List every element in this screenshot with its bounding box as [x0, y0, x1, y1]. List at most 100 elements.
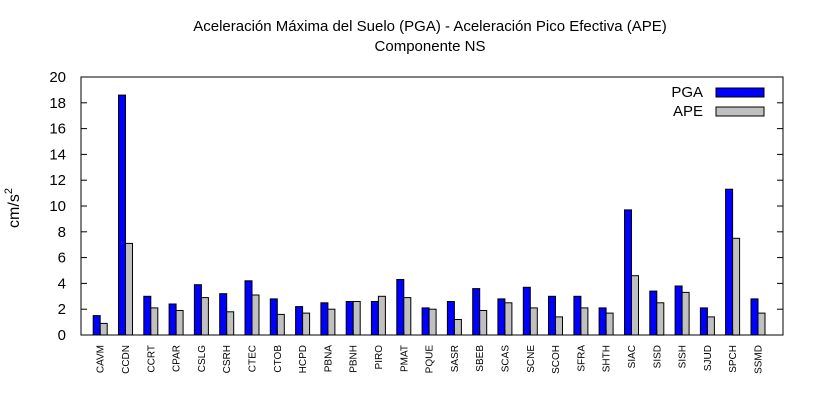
x-tick-label-ccrt: CCRT [146, 345, 157, 373]
x-tick-label-sbeb: SBEB [475, 345, 486, 372]
bar-ape-pbnh [352, 301, 361, 336]
chart-subtitle: Componente NS [375, 38, 486, 55]
bar-ape-sbeb [479, 310, 488, 336]
bar-pga-ccrt [143, 295, 152, 336]
bar-pga-pbna [320, 302, 329, 336]
x-tick-label-sish: SISH [678, 345, 689, 368]
bar-ape-ctob [276, 313, 285, 336]
bar-ape-scas [504, 302, 513, 336]
bar-pga-pbnh [345, 301, 354, 336]
y-tick-label: 16 [49, 121, 66, 138]
bar-pga-shth [598, 307, 607, 336]
bar-ape-scne [529, 307, 538, 336]
bar-pga-sbeb [472, 288, 481, 336]
y-tick-label: 6 [58, 250, 66, 267]
x-tick-label-scoh: SCOH [551, 345, 562, 374]
bar-ape-pbna [327, 308, 336, 336]
x-tick-label-piro: PIRO [374, 345, 385, 370]
x-tick-label-cpar: CPAR [172, 345, 183, 372]
bar-ape-shth [605, 312, 614, 336]
x-tick-label-ctob: CTOB [273, 345, 284, 373]
bar-ape-sjud [706, 316, 715, 336]
y-tick-label: 12 [49, 172, 66, 189]
x-tick-label-csrh: CSRH [222, 345, 233, 373]
y-axis-label-base: cm/s [6, 194, 23, 228]
bars-layer [92, 94, 766, 336]
x-tick-label-scas: SCAS [500, 345, 511, 373]
bar-ape-ssmd [757, 312, 766, 336]
bar-ape-ctec [251, 294, 260, 336]
bar-pga-scas [497, 298, 506, 336]
legend-swatch-ape [715, 106, 765, 117]
y-tick-label: 8 [58, 224, 66, 241]
bar-ape-cavm [99, 322, 108, 336]
y-tick-label: 0 [58, 327, 66, 344]
x-tick-label-pbnh: PBNH [349, 345, 360, 373]
legend-swatch-pga [715, 87, 765, 98]
x-tick-label-sjud: SJUD [703, 345, 714, 371]
x-tick-label-shth: SHTH [602, 345, 613, 372]
x-tick-label-siac: SIAC [627, 345, 638, 368]
bar-ape-sasr [453, 319, 462, 336]
bar-pga-sfra [573, 295, 582, 336]
bar-ape-hcpd [302, 312, 311, 336]
bar-pga-cavm [92, 315, 101, 336]
y-axis-label: cm/s2 [3, 188, 23, 228]
bar-ape-csrh [226, 311, 235, 336]
x-tick-label-scne: SCNE [526, 345, 537, 373]
x-tick-label-pque: PQUE [425, 345, 436, 374]
x-tick-label-spch: SPCH [728, 345, 739, 373]
bar-ape-sisd [656, 302, 665, 336]
bar-pga-csrh [219, 293, 228, 336]
x-tick-label-ssmd: SSMD [754, 345, 765, 374]
x-tick-label-pbna: PBNA [323, 345, 334, 373]
x-tick-label-ctec: CTEC [248, 345, 259, 372]
y-tick-label: 18 [49, 95, 66, 112]
x-tick-label-cslg: CSLG [197, 345, 208, 372]
bar-ape-ccdn [125, 242, 133, 336]
bar-pga-spch [725, 188, 734, 336]
legend: PGA APE [671, 84, 765, 120]
axes-layer: 0 2 4 6 8 10 12 14 16 18 20 CAVM CCDN CCRT CPAR CSLG CSR… [49, 69, 784, 374]
bar-pga-sisd [649, 290, 658, 336]
bar-pga-pmat [396, 279, 405, 336]
bar-ape-ccrt [150, 307, 159, 336]
y-axis-label-exponent: 2 [3, 188, 15, 194]
bar-pga-ctob [269, 298, 278, 336]
bar-ape-cpar [175, 310, 184, 336]
y-tick-label: 14 [49, 146, 66, 163]
chart-title: Aceleración Máxima del Suelo (PGA) - Ace… [193, 18, 667, 35]
bar-ape-pque [428, 308, 437, 336]
bar-ape-cslg [200, 297, 209, 336]
bar-ape-spch [732, 237, 741, 336]
bar-pga-hcpd [295, 306, 304, 336]
bar-pga-ctec [244, 280, 253, 336]
legend-label-pga: PGA [671, 84, 703, 101]
y-tick-label: 20 [49, 69, 66, 86]
bar-ape-sfra [580, 307, 589, 336]
bar-ape-piro [377, 295, 386, 336]
bar-pga-sjud [699, 307, 708, 336]
bar-ape-siac [631, 275, 639, 336]
x-tick-label-pmat: PMAT [399, 345, 410, 372]
bar-pga-cpar [168, 303, 177, 336]
bar-pga-ccdn [118, 94, 126, 336]
x-tick-label-sasr: SASR [450, 345, 461, 372]
bar-pga-ssmd [750, 298, 759, 336]
y-tick-label: 10 [49, 198, 66, 215]
x-tick-label-hcpd: HCPD [298, 345, 309, 373]
bar-ape-scoh [555, 316, 563, 336]
y-tick-label: 4 [58, 275, 66, 292]
x-tick-label-cavm: CAVM [96, 345, 107, 373]
x-tick-label-sisd: SISD [652, 345, 663, 368]
bar-ape-pmat [403, 297, 412, 336]
bar-pga-sasr [446, 301, 455, 336]
x-tick-label-sfra: SFRA [576, 345, 587, 372]
bar-pga-scne [522, 286, 531, 336]
bar-pga-siac [624, 209, 632, 336]
legend-label-ape: APE [673, 103, 703, 120]
bar-pga-sish [674, 285, 683, 336]
bar-pga-scoh [548, 295, 556, 336]
